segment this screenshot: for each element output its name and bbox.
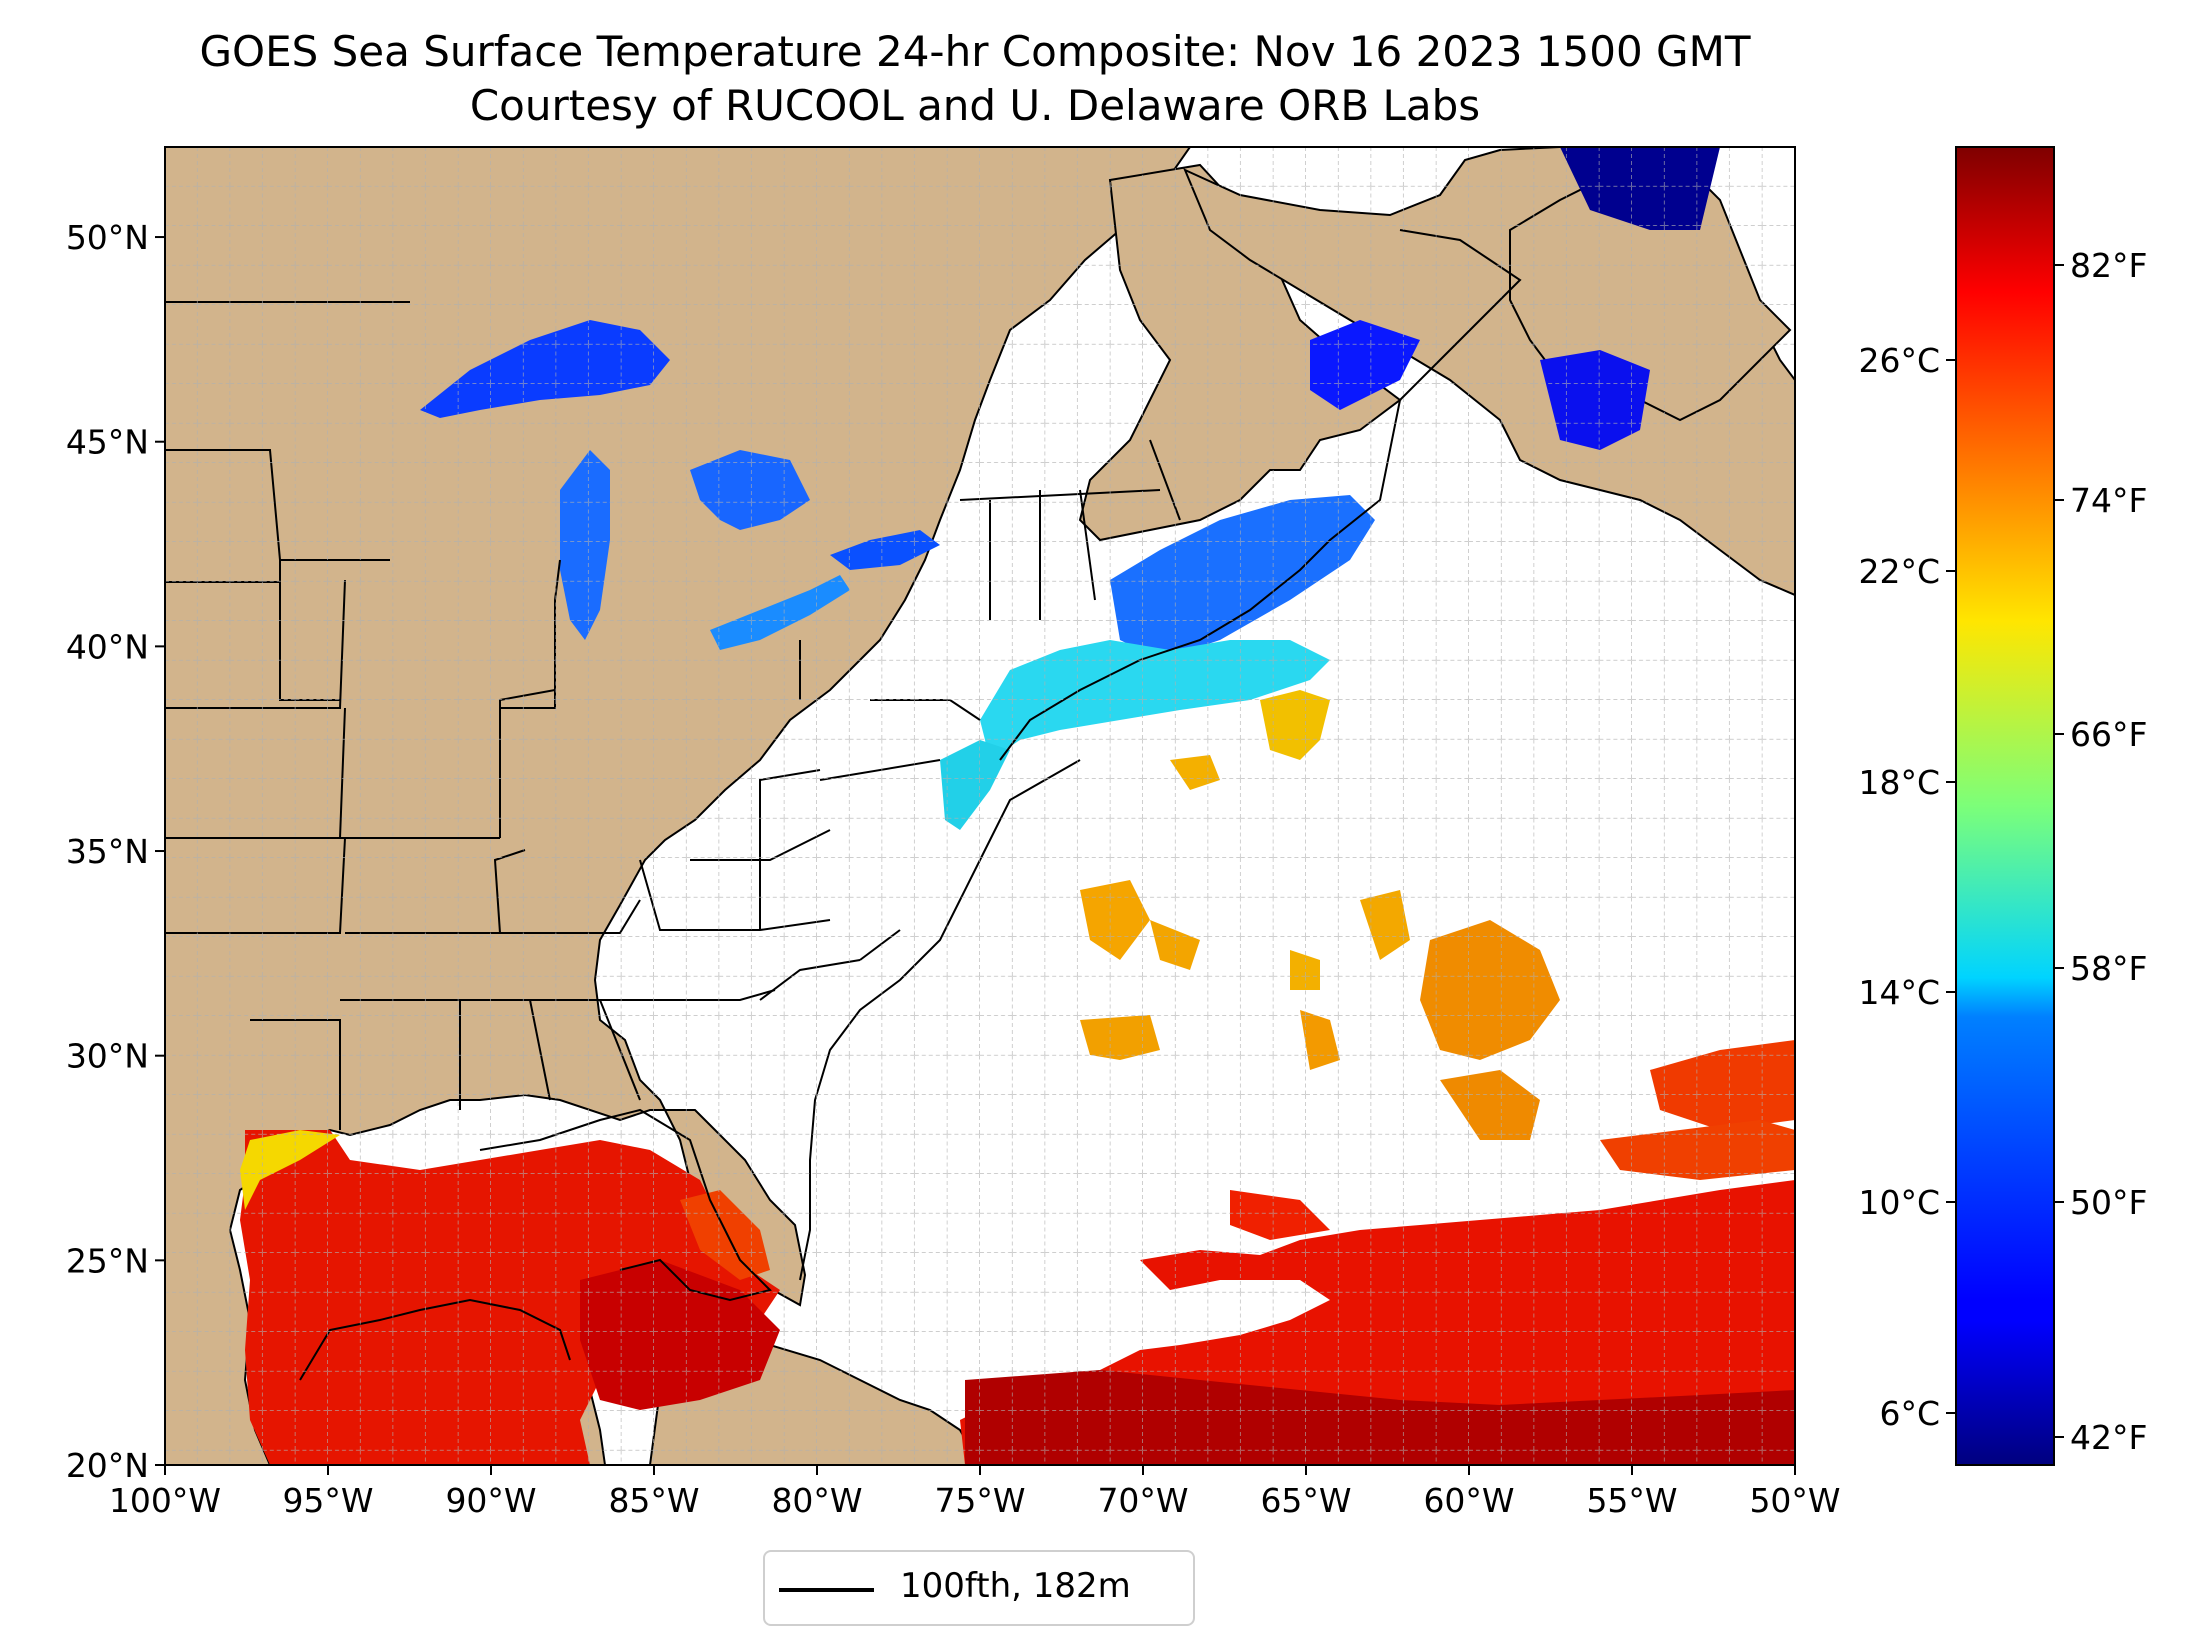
lon-tick-label: 75°W	[934, 1481, 1025, 1520]
lat-tick-label: 35°N	[66, 832, 149, 871]
lon-tick-label: 70°W	[1097, 1481, 1188, 1520]
colorbar	[1955, 146, 2055, 1466]
lat-tick-label: 45°N	[66, 423, 149, 462]
lat-tick-label: 25°N	[66, 1241, 149, 1280]
legend-label: 100fth, 182m	[900, 1566, 1131, 1606]
fahrenheit-tick-label: 58°F	[2070, 949, 2147, 988]
map-subtitle: Courtesy of RUCOOL and U. Delaware ORB L…	[469, 81, 1481, 130]
lat-lon-grid	[165, 147, 1795, 1465]
fahrenheit-tick-label: 50°F	[2070, 1183, 2147, 1222]
map-area	[165, 147, 1795, 1465]
lon-tick-label: 95°W	[282, 1481, 373, 1520]
lat-tick-label: 30°N	[66, 1037, 149, 1076]
lat-tick-label: 40°N	[66, 627, 149, 666]
longitude-ticks: 100°W 95°W 90°W 85°W 80°W 75°W 70°W 65°W 60°W 55°…	[109, 1465, 1841, 1520]
lon-tick-label: 50°W	[1749, 1481, 1840, 1520]
map-legend: 100fth, 182m	[763, 1550, 1195, 1626]
lat-tick-label: 20°N	[66, 1446, 149, 1485]
lon-tick-label: 55°W	[1586, 1481, 1677, 1520]
colorbar-ticks: 6°C 10°C 14°C 18°C 22°C 26°C 42°F 50°F 58°F 66°F 7…	[1858, 246, 2147, 1457]
lon-tick-label: 80°W	[771, 1481, 862, 1520]
fahrenheit-tick-label: 66°F	[2070, 715, 2147, 754]
fahrenheit-tick-label: 42°F	[2070, 1418, 2147, 1457]
latitude-ticks: 20°N 25°N 30°N 35°N 40°N 45°N 50°N	[66, 218, 165, 1485]
lat-tick-label: 50°N	[66, 218, 149, 257]
celsius-tick-label: 22°C	[1858, 552, 1940, 591]
lon-tick-label: 90°W	[445, 1481, 536, 1520]
lon-tick-label: 85°W	[608, 1481, 699, 1520]
celsius-tick-label: 10°C	[1858, 1183, 1940, 1222]
lon-tick-label: 65°W	[1260, 1481, 1351, 1520]
celsius-tick-label: 14°C	[1858, 973, 1940, 1012]
lon-tick-label: 60°W	[1423, 1481, 1514, 1520]
fahrenheit-tick-label: 74°F	[2070, 481, 2147, 520]
celsius-tick-label: 26°C	[1858, 341, 1940, 380]
map-title: GOES Sea Surface Temperature 24-hr Compo…	[199, 27, 1751, 76]
legend-contour-line	[779, 1588, 874, 1592]
fahrenheit-tick-label: 82°F	[2070, 246, 2147, 285]
celsius-tick-label: 6°C	[1879, 1394, 1940, 1433]
celsius-tick-label: 18°C	[1858, 763, 1940, 802]
lon-tick-label: 100°W	[109, 1481, 221, 1520]
